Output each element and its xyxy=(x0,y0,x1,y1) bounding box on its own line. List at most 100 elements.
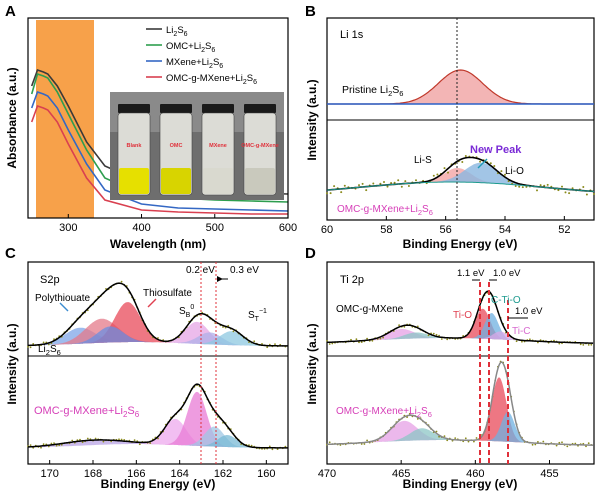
li-o-component xyxy=(327,162,594,192)
plot-frame-c xyxy=(27,261,289,465)
raw-data-point xyxy=(534,443,537,446)
label-li2s6-c: Li2S6 xyxy=(38,344,61,357)
raw-data-point xyxy=(355,338,358,341)
raw-data-point xyxy=(467,440,470,443)
raw-data-point xyxy=(514,185,517,187)
s2p-component xyxy=(28,326,288,346)
series-line-omc-g-mxene-li2s6 xyxy=(30,104,288,215)
shift-label-d1: 1.1 eV xyxy=(457,268,485,279)
x-tick-label: 460 xyxy=(466,468,484,480)
raw-data-point xyxy=(461,161,464,163)
x-axis-ticks-a: 300 400 500 600 xyxy=(59,214,297,234)
raw-data-point xyxy=(539,184,542,187)
x-tick-label: 54 xyxy=(499,224,511,236)
raw-data-point xyxy=(118,438,120,441)
x-tick-label: 56 xyxy=(440,224,452,236)
raw-data-point xyxy=(593,193,595,195)
raw-data-point xyxy=(261,343,263,345)
x-tick-label: 300 xyxy=(59,222,77,234)
x-axis-ticks-d: 470 465 460 455 xyxy=(318,460,559,480)
raw-data-point xyxy=(232,330,235,333)
raw-data-point xyxy=(537,441,539,443)
ti2p-component xyxy=(327,428,594,446)
shift-label-d2: 1.0 eV xyxy=(493,268,521,279)
legend-label-mxene: MXene+Li2S6 xyxy=(166,57,223,70)
s2p-component xyxy=(28,418,288,448)
raw-data-point xyxy=(383,181,385,183)
raw-data-point xyxy=(390,182,393,184)
vial-cap xyxy=(118,104,150,113)
x-axis-label-c: Binding Energy (eV) xyxy=(101,477,216,491)
raw-data-point xyxy=(400,185,403,188)
raw-data-point xyxy=(529,338,531,341)
raw-data-point xyxy=(340,191,343,194)
raw-data-point xyxy=(543,184,546,187)
vial-solution xyxy=(203,168,233,194)
raw-data-point xyxy=(493,165,496,167)
raw-data-point xyxy=(432,174,435,177)
panel-a: 300 400 500 600 Wavelength (nm) Absorbance … xyxy=(5,17,297,251)
annotation-thiosulfate: Thiosulfate xyxy=(143,288,192,299)
panel-letter-b: B xyxy=(305,3,316,20)
raw-data-point xyxy=(558,342,561,345)
raw-data-point xyxy=(94,437,97,440)
raw-data-point xyxy=(120,280,123,283)
raw-data-point xyxy=(366,337,368,340)
raw-data-point xyxy=(436,173,439,176)
raw-data-point xyxy=(475,437,478,439)
x-tick-label: 600 xyxy=(279,222,297,234)
raw-data-point xyxy=(123,439,126,441)
shift-label-c2: 0.3 eV xyxy=(230,265,259,276)
raw-data-point xyxy=(525,185,528,188)
raw-data-point xyxy=(40,446,42,449)
raw-data-point xyxy=(79,438,81,441)
panel-d: Ti 2p 1.1 eV 1.0 eV 1.0 eV OMC-g-MXene T… xyxy=(305,261,595,491)
raw-data-point xyxy=(157,437,159,440)
vial-label: OMC xyxy=(170,143,183,149)
y-axis-label-b: Intensity (a.u.) xyxy=(305,79,319,160)
s2p-component xyxy=(28,435,288,448)
raw-data-point xyxy=(250,444,253,447)
annotation-li-o: Li-O xyxy=(505,166,524,177)
series-line-mxene-li2s6 xyxy=(30,90,289,212)
raw-data-point xyxy=(473,440,475,443)
x-axis-ticks-c: 170 168 166 164 162 160 xyxy=(40,460,276,480)
raw-data-point xyxy=(464,155,467,157)
raw-data-point xyxy=(443,435,446,437)
x-axis-label-d: Binding Energy (eV) xyxy=(403,477,518,491)
vial-photo-inset: Blank OMC MXene OMC-g-MXene xyxy=(110,92,284,200)
raw-data-point xyxy=(366,439,368,442)
raw-data-point xyxy=(138,443,141,446)
fit-baseline-b xyxy=(326,181,595,192)
x-tick-label: 168 xyxy=(84,468,102,480)
raw-data-point xyxy=(86,437,89,440)
raw-data-point xyxy=(415,179,417,182)
raw-data-point xyxy=(274,343,276,345)
raw-data-point xyxy=(60,443,63,446)
panel-letter-a: A xyxy=(5,3,16,20)
raw-data-point xyxy=(416,325,419,328)
raw-data-point xyxy=(222,326,224,328)
raw-data-point xyxy=(521,340,523,343)
shift-label-c1: 0.2 eV xyxy=(186,265,215,276)
raw-data-point xyxy=(27,345,29,348)
x-tick-label: 166 xyxy=(127,468,145,480)
raw-data-point xyxy=(50,442,53,445)
vial-solution xyxy=(119,168,149,194)
vial-label: Blank xyxy=(127,143,143,149)
raw-data-point xyxy=(253,340,256,343)
x-tick-label: 52 xyxy=(558,224,570,236)
raw-data-point xyxy=(438,334,440,337)
x-axis-ticks-b: 60 58 56 54 52 xyxy=(321,216,570,236)
raw-data-point xyxy=(571,187,574,190)
raw-data-point xyxy=(561,441,563,444)
raw-data-point xyxy=(435,333,438,336)
annotation-sb0: SB0 xyxy=(179,304,194,319)
fit-envelope-d xyxy=(327,290,594,344)
raw-data-point xyxy=(582,344,585,346)
raw-data-point xyxy=(440,338,443,340)
y-axis-label-a: Absorbance (a.u.) xyxy=(5,67,19,168)
raw-data-point xyxy=(579,343,582,346)
raw-data-point xyxy=(446,338,449,341)
vial-solution xyxy=(245,168,275,194)
